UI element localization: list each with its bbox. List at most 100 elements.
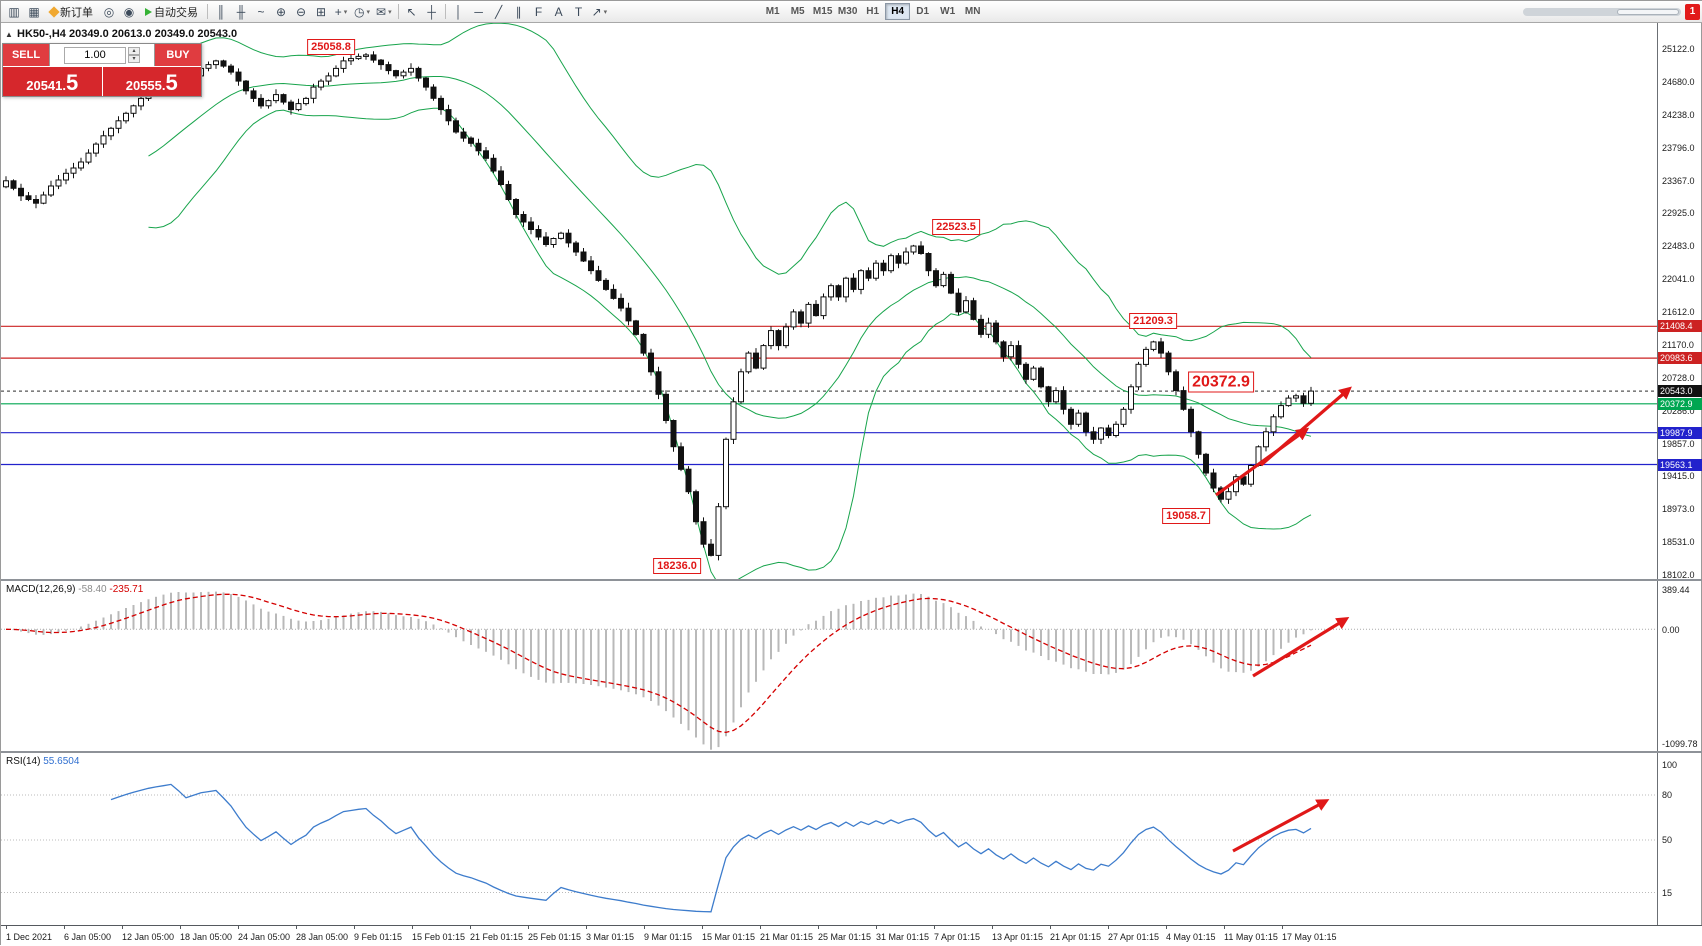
bar-chart-button[interactable]: ║ bbox=[211, 2, 231, 21]
zoom-out-icon: ⊖ bbox=[295, 4, 307, 19]
bollinger-lower-band[interactable] bbox=[148, 107, 1312, 579]
timeframe-m5-button[interactable]: M5 bbox=[790, 6, 805, 17]
price-axis-tick: 22925.0 bbox=[1662, 208, 1695, 219]
axis-price-tag: 20983.6 bbox=[1658, 352, 1702, 365]
price-callout-label[interactable]: 22523.5 bbox=[932, 218, 980, 235]
price-callout-label[interactable]: 19058.7 bbox=[1162, 508, 1210, 525]
trend-arrow[interactable] bbox=[1252, 616, 1350, 678]
equidistant-channel-icon: ∥ bbox=[515, 4, 522, 19]
price-axis-tick: 21170.0 bbox=[1662, 339, 1694, 350]
price-callout-label[interactable]: 20372.9 bbox=[1188, 371, 1254, 393]
trendline-button[interactable]: ╱ bbox=[489, 2, 509, 21]
cursor-icon: ↖ bbox=[406, 4, 417, 19]
macd-signal-line[interactable] bbox=[5, 593, 1312, 734]
buy-button[interactable]: BUY bbox=[155, 44, 201, 66]
timeframe-m15-button[interactable]: M15 bbox=[812, 6, 833, 17]
autotrading-play-icon bbox=[145, 7, 152, 16]
macd-chart-canvas[interactable] bbox=[1, 581, 1657, 751]
crosshair-button[interactable]: ┼ bbox=[422, 2, 442, 21]
sell-price[interactable]: 20541. 5 bbox=[3, 67, 102, 96]
new-order-icon bbox=[48, 5, 60, 18]
panel-separator[interactable] bbox=[1, 579, 1702, 581]
vertical-line-button[interactable]: │ bbox=[449, 2, 469, 21]
time-axis-label: 4 May 01:15 bbox=[1166, 932, 1216, 942]
periods-icon: ◷ bbox=[354, 4, 365, 19]
time-axis[interactable]: 1 Dec 2021 6 Jan 05:00 12 Jan 05:00 18 Jan … bbox=[1, 925, 1702, 946]
equidistant-channel-button[interactable]: ∥ bbox=[509, 2, 529, 21]
timeframe-d1-button[interactable]: D1 bbox=[916, 6, 930, 17]
arrows-tool-button[interactable]: ↗ ▾ bbox=[589, 2, 611, 21]
time-axis-label: 21 Apr 01:15 bbox=[1050, 932, 1102, 942]
price-chart-canvas[interactable] bbox=[1, 23, 1657, 579]
cursor-button[interactable]: ↖ bbox=[402, 2, 422, 21]
axis-price-tag: 20543.0 bbox=[1658, 385, 1702, 398]
time-axis-tick bbox=[64, 926, 65, 929]
new-order-button[interactable]: 新订单 bbox=[44, 2, 99, 21]
cursor-buttons-group: ↖ ┼ bbox=[402, 2, 442, 21]
rsi-axis-tick: 15 bbox=[1662, 887, 1673, 898]
toolbar-scrollbar[interactable] bbox=[1523, 7, 1681, 16]
autotrading-button[interactable]: 自动交易 bbox=[139, 2, 204, 21]
time-axis-tick bbox=[992, 926, 993, 929]
new-chart-button[interactable]: ▥ bbox=[4, 2, 24, 21]
price-axis-tick: 23367.0 bbox=[1662, 175, 1695, 186]
timeframe-h4-button[interactable]: H4 bbox=[885, 3, 911, 20]
rsi-axis-tick: 80 bbox=[1662, 790, 1673, 800]
timeframe-w1-button[interactable]: W1 bbox=[940, 6, 956, 17]
macd-histogram bbox=[12, 591, 1312, 750]
horizontal-line-button[interactable]: ─ bbox=[469, 2, 489, 21]
drawing-buttons-group: │ ─ ╱ ∥ F A T ↗ ▾ bbox=[449, 2, 611, 21]
zoom-out-button[interactable]: ⊖ bbox=[291, 2, 311, 21]
collapse-arrow-icon[interactable]: ▲ bbox=[5, 30, 13, 39]
buy-price[interactable]: 20555. 5 bbox=[102, 67, 201, 96]
trendline-icon: ╱ bbox=[494, 4, 503, 19]
toolbar-scrollbar-thumb[interactable] bbox=[1617, 8, 1679, 15]
candlestick-chart-button[interactable]: ╫ bbox=[231, 2, 251, 21]
text-button[interactable]: A bbox=[549, 2, 569, 21]
chart-buttons-group: ║ ╫ ~ ⊕ ⊖ ⊞ + ▾ ◷ ▾ ✉ ▾ bbox=[211, 2, 395, 21]
volume-input[interactable] bbox=[64, 46, 126, 64]
periods-button[interactable]: ◷ ▾ bbox=[351, 2, 373, 21]
rsi-axis-tick: 100 bbox=[1662, 760, 1678, 770]
notification-badge[interactable]: 1 bbox=[1685, 3, 1700, 20]
time-axis-tick bbox=[876, 926, 877, 929]
bollinger-middle-band[interactable] bbox=[148, 76, 1312, 437]
fibonacci-button[interactable]: F bbox=[529, 2, 549, 21]
market-watch-button[interactable]: ◎ bbox=[99, 2, 119, 21]
timeframe-mn-button[interactable]: MN bbox=[964, 6, 981, 17]
volume-increase-button[interactable]: ▴ bbox=[128, 47, 140, 55]
axis-price-tag: 19987.9 bbox=[1658, 426, 1702, 439]
zoom-in-button[interactable]: ⊕ bbox=[271, 2, 291, 21]
panel-separator[interactable] bbox=[1, 751, 1702, 753]
rsi-chart-canvas[interactable] bbox=[1, 753, 1657, 925]
bollinger-upper-band[interactable] bbox=[148, 23, 1312, 359]
time-axis-tick bbox=[934, 926, 935, 929]
price-callout-label[interactable]: 21209.3 bbox=[1129, 313, 1177, 330]
time-axis-label: 28 Jan 05:00 bbox=[296, 932, 349, 942]
time-axis-tick bbox=[354, 926, 355, 929]
view-buttons-group: ◎ ◉ bbox=[99, 2, 139, 21]
macd-indicator-label: MACD(12,26,9) -58.40 -235.71 bbox=[6, 584, 143, 595]
timeframe-m1-button[interactable]: M1 bbox=[765, 6, 780, 17]
rsi-line[interactable] bbox=[110, 783, 1312, 913]
new-chart-icon: ▥ bbox=[8, 4, 20, 19]
trend-arrow[interactable] bbox=[1232, 799, 1330, 853]
price-callout-label[interactable]: 18236.0 bbox=[653, 557, 701, 574]
tile-windows-button[interactable]: ⊞ bbox=[311, 2, 331, 21]
indicators-button[interactable]: + ▾ bbox=[331, 2, 351, 21]
price-axis-tick: 23796.0 bbox=[1662, 142, 1695, 153]
trend-arrow[interactable] bbox=[1259, 386, 1352, 467]
sell-button[interactable]: SELL bbox=[3, 44, 49, 66]
line-chart-button[interactable]: ~ bbox=[251, 2, 271, 21]
strategy-tester-button[interactable]: ◉ bbox=[119, 2, 139, 21]
new-email-button[interactable]: ✉ ▾ bbox=[373, 2, 395, 21]
time-axis-label: 6 Jan 05:00 bbox=[64, 932, 112, 942]
text-label-button[interactable]: T bbox=[569, 2, 589, 21]
profiles-button[interactable]: ▦ bbox=[24, 2, 44, 21]
text-icon: A bbox=[554, 4, 563, 19]
timeframe-h1-button[interactable]: H1 bbox=[866, 6, 880, 17]
volume-decrease-button[interactable]: ▾ bbox=[128, 55, 140, 63]
price-callout-label[interactable]: 25058.8 bbox=[307, 38, 355, 55]
timeframe-m30-button[interactable]: M30 bbox=[837, 6, 858, 17]
time-axis-tick bbox=[1224, 926, 1225, 929]
